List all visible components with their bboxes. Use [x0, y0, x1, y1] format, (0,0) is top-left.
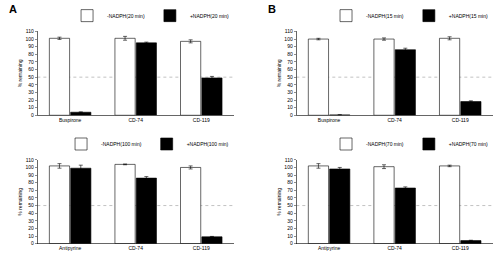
svg-text:CD-74: CD-74	[387, 117, 402, 123]
svg-text:-NADPH(100 min): -NADPH(100 min)	[101, 141, 142, 147]
svg-text:30: 30	[28, 89, 34, 95]
svg-text:Buspirone: Buspirone	[59, 117, 82, 123]
svg-text:40: 40	[28, 210, 34, 216]
svg-text:Buspirone: Buspirone	[318, 117, 341, 123]
svg-text:80: 80	[287, 179, 293, 185]
svg-text:110: 110	[26, 157, 34, 163]
svg-text:-NADPH(15 min): -NADPH(15 min)	[366, 13, 404, 19]
svg-text:-NADPH(70 min): -NADPH(70 min)	[366, 141, 404, 147]
svg-text:40: 40	[287, 210, 293, 216]
svg-text:B: B	[268, 3, 276, 15]
svg-text:80: 80	[28, 51, 34, 57]
svg-text:-NADPH(20 min): -NADPH(20 min)	[107, 13, 145, 19]
svg-text:% remaining: % remaining	[276, 59, 282, 87]
svg-text:70: 70	[28, 187, 34, 193]
svg-text:100: 100	[284, 36, 293, 42]
svg-text:10: 10	[287, 104, 293, 110]
svg-text:110: 110	[285, 157, 293, 163]
svg-text:90: 90	[28, 43, 34, 49]
svg-text:90: 90	[28, 172, 34, 178]
svg-text:80: 80	[28, 179, 34, 185]
svg-text:70: 70	[287, 187, 293, 193]
svg-text:0: 0	[31, 240, 34, 246]
svg-text:10: 10	[28, 104, 34, 110]
svg-text:CD-74: CD-74	[128, 117, 143, 123]
svg-text:40: 40	[28, 82, 34, 88]
svg-text:60: 60	[28, 66, 34, 72]
svg-text:60: 60	[28, 195, 34, 201]
svg-text:60: 60	[287, 66, 293, 72]
svg-text:100: 100	[25, 164, 34, 170]
svg-text:+NADPH(15 min): +NADPH(15 min)	[449, 13, 488, 19]
svg-text:A: A	[9, 3, 17, 15]
svg-text:+NADPH(70 min): +NADPH(70 min)	[449, 141, 488, 147]
svg-text:100: 100	[25, 36, 34, 42]
svg-text:60: 60	[287, 195, 293, 201]
svg-text:110: 110	[26, 28, 34, 34]
svg-text:Antipyrine: Antipyrine	[59, 245, 81, 251]
svg-text:10: 10	[28, 233, 34, 239]
svg-text:100: 100	[284, 164, 293, 170]
svg-text:20: 20	[28, 97, 34, 103]
svg-text:0: 0	[31, 112, 34, 118]
svg-text:% remaining: % remaining	[276, 188, 282, 216]
svg-text:90: 90	[287, 172, 293, 178]
svg-text:20: 20	[28, 225, 34, 231]
svg-text:50: 50	[28, 74, 34, 80]
svg-text:Antipyrine: Antipyrine	[318, 245, 340, 251]
svg-text:+NADPH(100 min): +NADPH(100 min)	[187, 141, 229, 147]
svg-text:70: 70	[287, 59, 293, 65]
svg-text:30: 30	[287, 89, 293, 95]
svg-text:70: 70	[28, 59, 34, 65]
svg-text:80: 80	[287, 51, 293, 57]
svg-text:CD-74: CD-74	[128, 245, 143, 251]
svg-text:10: 10	[287, 233, 293, 239]
svg-text:CD-119: CD-119	[452, 117, 469, 123]
svg-text:50: 50	[28, 202, 34, 208]
svg-text:50: 50	[287, 74, 293, 80]
svg-text:20: 20	[287, 97, 293, 103]
svg-text:0: 0	[290, 112, 293, 118]
svg-text:110: 110	[285, 28, 293, 34]
svg-text:0: 0	[290, 240, 293, 246]
svg-text:+NADPH(20 min): +NADPH(20 min)	[190, 13, 229, 19]
svg-text:30: 30	[28, 218, 34, 224]
svg-text:CD-119: CD-119	[452, 245, 469, 251]
svg-text:40: 40	[287, 82, 293, 88]
svg-text:90: 90	[287, 43, 293, 49]
svg-text:% remaining: % remaining	[17, 188, 23, 216]
svg-text:CD-74: CD-74	[387, 245, 402, 251]
svg-text:20: 20	[287, 225, 293, 231]
svg-text:% remaining: % remaining	[17, 59, 23, 87]
svg-text:CD-119: CD-119	[193, 245, 210, 251]
svg-text:50: 50	[287, 202, 293, 208]
svg-text:CD-119: CD-119	[193, 117, 210, 123]
svg-text:30: 30	[287, 218, 293, 224]
